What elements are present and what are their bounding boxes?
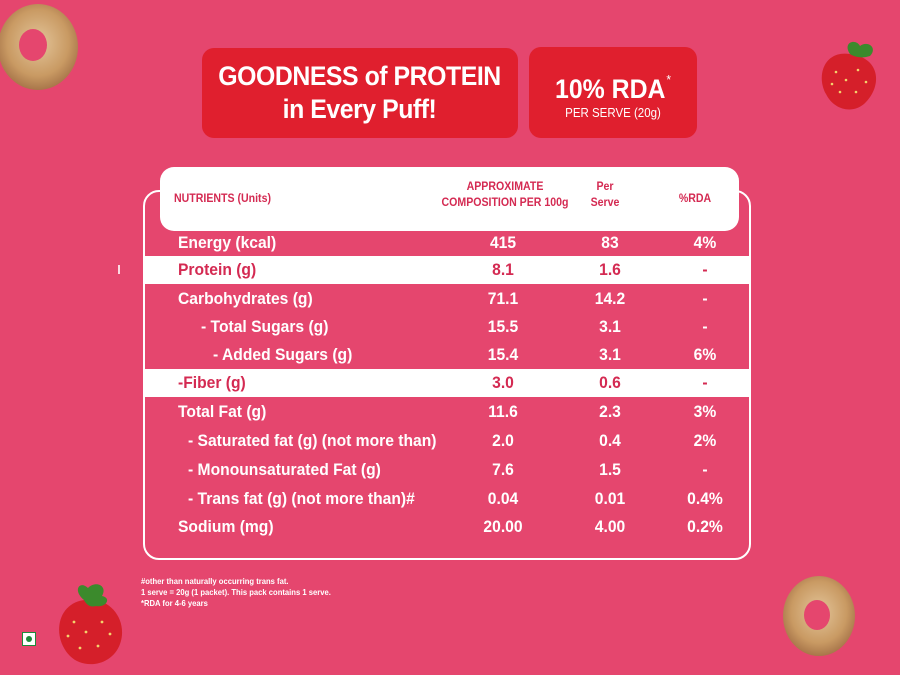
value-rda: 0.4% (687, 489, 723, 508)
value-per-100g: 7.6 (492, 460, 514, 479)
nutrition-table-header: NUTRIENTS (Units) APPROXIMATE COMPOSITIO… (160, 167, 739, 231)
nutrient-name: Energy (kcal) (178, 233, 277, 252)
value-per-100g: 0.04 (487, 489, 519, 508)
table-row: Carbohydrates (g) 71.1 14.2 - (143, 285, 751, 313)
nutrient-name: - Added Sugars (g) (213, 345, 353, 364)
value-per-100g: 3.0 (492, 373, 514, 392)
header-nutrients: NUTRIENTS (Units) (174, 193, 271, 205)
table-row: Energy (kcal) 415 83 4% (143, 229, 751, 257)
puff-ring-icon (783, 576, 855, 656)
footnotes: #other than naturally occurring trans fa… (141, 576, 331, 609)
value-per-serve: 0.4 (599, 431, 621, 450)
header-rda: %RDA (678, 193, 712, 205)
value-per-100g: 15.5 (487, 317, 519, 336)
value-per-100g: 2.0 (492, 431, 514, 450)
table-row: - Monounsaturated Fat (g) 7.6 1.5 - (143, 456, 751, 484)
table-row: Sodium (mg) 20.00 4.00 0.2% (143, 513, 751, 541)
strawberry-icon (821, 41, 877, 110)
nutrient-name: - Monounsaturated Fat (g) (188, 460, 381, 479)
veg-mark-icon (22, 632, 36, 646)
nutrient-name: Protein (g) (178, 260, 257, 279)
headline-banner: GOODNESS of PROTEIN in Every Puff! (202, 48, 518, 138)
value-rda: - (702, 317, 708, 336)
nutrient-name: -Fiber (g) (178, 373, 246, 392)
footnote-trans-fat: #other than naturally occurring trans fa… (141, 576, 289, 586)
rda-asterisk: * (666, 71, 672, 87)
table-row: - Saturated fat (g) (not more than) 2.0 … (143, 427, 751, 455)
value-per-100g: 71.1 (487, 289, 519, 308)
value-rda: - (702, 460, 708, 479)
value-rda: 0.2% (687, 517, 723, 536)
nutrient-name: - Total Sugars (g) (201, 317, 329, 336)
puff-ring-icon (0, 4, 78, 90)
nutrient-name: Carbohydrates (g) (178, 289, 313, 308)
value-per-serve: 83 (601, 233, 619, 252)
value-per-serve: 3.1 (599, 317, 621, 336)
nutrient-name: - Trans fat (g) (not more than)# (188, 489, 415, 508)
value-per-100g: 8.1 (492, 260, 514, 279)
table-row: - Total Sugars (g) 15.5 3.1 - (143, 313, 751, 341)
footnote-serve-size: 1 serve = 20g (1 packet). This pack cont… (141, 587, 331, 597)
table-row: Protein (g) 8.1 1.6 - (143, 256, 751, 284)
value-per-serve: 1.6 (599, 260, 621, 279)
value-rda: - (702, 373, 708, 392)
strawberry-icon (59, 584, 123, 665)
nutrient-name: Sodium (mg) (178, 517, 274, 536)
value-per-serve: 2.3 (599, 402, 621, 421)
value-per-serve: 4.00 (594, 517, 626, 536)
value-per-serve: 14.2 (594, 289, 626, 308)
table-row: - Added Sugars (g) 15.4 3.1 6% (143, 341, 751, 369)
table-row: Total Fat (g) 11.6 2.3 3% (143, 398, 751, 426)
rda-value: 10% RDA* (554, 71, 672, 104)
value-per-100g: 15.4 (487, 345, 519, 364)
footnote-rda: *RDA for 4-6 years (141, 598, 208, 608)
value-rda: - (702, 289, 708, 308)
value-per-100g: 20.00 (483, 517, 523, 536)
value-rda: 6% (693, 345, 717, 364)
value-per-serve: 3.1 (599, 345, 621, 364)
value-rda: - (702, 260, 708, 279)
headline-line-1: GOODNESS of PROTEIN (218, 61, 502, 91)
headline-line-2: in Every Puff! (283, 94, 437, 124)
value-rda: 4% (693, 233, 717, 252)
value-per-serve: 1.5 (599, 460, 621, 479)
value-per-100g: 11.6 (488, 402, 518, 421)
rda-banner: 10% RDA* PER SERVE (20g) (529, 47, 697, 138)
table-row: - Trans fat (g) (not more than)# 0.04 0.… (143, 485, 751, 513)
value-per-serve: 0.01 (594, 489, 626, 508)
value-per-serve: 0.6 (599, 373, 621, 392)
nutrient-name: - Saturated fat (g) (not more than) (188, 431, 437, 450)
value-rda: 2% (693, 431, 717, 450)
header-per-serve: Per Serve (590, 181, 620, 209)
rda-subtitle: PER SERVE (20g) (565, 105, 661, 120)
table-row: -Fiber (g) 3.0 0.6 - (143, 369, 751, 397)
value-per-100g: 415 (489, 233, 517, 252)
header-per-100g: APPROXIMATE COMPOSITION PER 100g (441, 181, 569, 209)
nutrient-name: Total Fat (g) (178, 402, 267, 421)
value-rda: 3% (693, 402, 717, 421)
